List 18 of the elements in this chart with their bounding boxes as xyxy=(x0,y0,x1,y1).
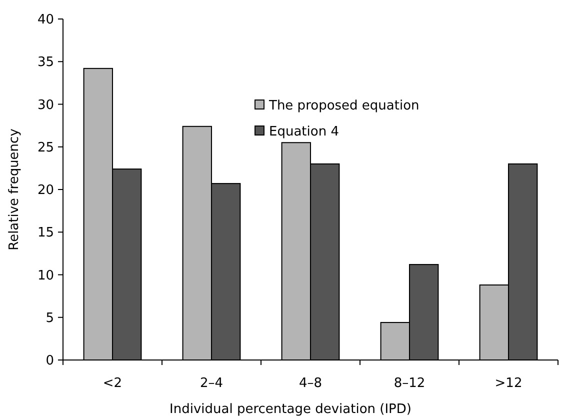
x-tick-label: 4–8 xyxy=(298,376,322,391)
legend-label: The proposed equation xyxy=(268,98,420,114)
y-tick-label: 40 xyxy=(37,12,54,28)
y-tick-label: 5 xyxy=(46,310,54,326)
x-tick-label: <2 xyxy=(102,376,122,391)
x-tick-label: >12 xyxy=(494,376,522,391)
y-tick-label: 0 xyxy=(46,354,54,369)
y-tick-label: 25 xyxy=(37,140,54,156)
legend-label: Equation 4 xyxy=(269,124,339,140)
y-tick-label: 20 xyxy=(37,183,54,198)
x-axis-title: Individual percentage deviation (IPD) xyxy=(170,402,412,417)
y-axis-title: Relative frequency xyxy=(7,128,22,250)
y-tick-label: 10 xyxy=(37,268,54,284)
x-tick-label: 8–12 xyxy=(394,376,426,391)
y-tick-label: 35 xyxy=(37,55,54,70)
y-tick-label: 30 xyxy=(37,98,54,113)
y-tick-label: 15 xyxy=(37,226,54,241)
x-tick-label: 2–4 xyxy=(200,376,224,391)
